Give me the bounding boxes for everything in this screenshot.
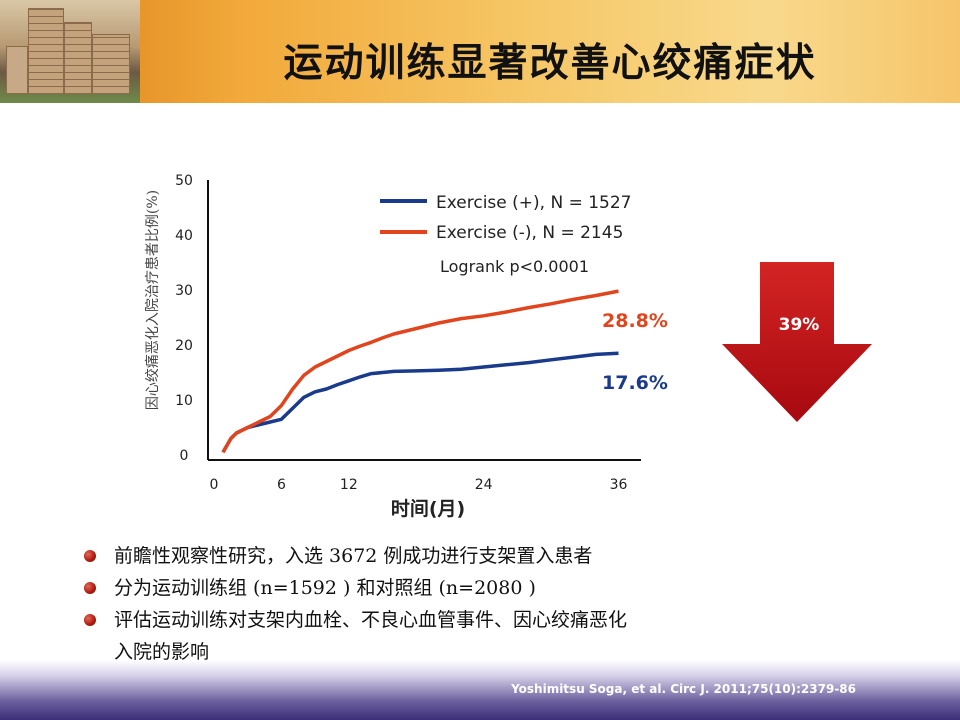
series-line-exercise-minus xyxy=(221,289,619,454)
chart-svg: 因心绞痛恶化入院治疗患者比例(%) 时间(月) 0 10 20 30 40 50 0 6 12… xyxy=(144,173,668,520)
y-tick-label: 0 xyxy=(180,448,189,464)
reduction-percent: 39% xyxy=(779,315,820,335)
citation: Yoshimitsu Soga, et al. Circ J. 2011;75(… xyxy=(511,682,856,696)
y-tick-label: 50 xyxy=(175,173,193,189)
x-tick-label: 24 xyxy=(475,477,493,493)
legend-label-exercise-minus: Exercise (-), N = 2145 xyxy=(436,223,623,243)
bullet-text: 入院的影响 xyxy=(114,641,210,663)
line-chart: 因心绞痛恶化入院治疗患者比例(%) 时间(月) 0 10 20 30 40 50 0 6 12… xyxy=(130,160,670,530)
slide-title: 运动训练显著改善心绞痛症状 xyxy=(283,41,817,86)
bullet-icon xyxy=(84,550,96,562)
end-label-exercise-plus: 17.6% xyxy=(602,372,668,394)
bullet-item: 分为运动训练组 (n=1592 ) 和对照组 (n=2080 ) xyxy=(84,572,844,604)
y-axis-label: 因心绞痛恶化入院治疗患者比例(%) xyxy=(144,190,161,410)
y-tick-label: 10 xyxy=(175,393,193,409)
bullet-text: 评估运动训练对支架内血栓、不良心血管事件、因心绞痛恶化 xyxy=(114,609,628,631)
y-tick-label: 30 xyxy=(175,283,193,299)
end-label-exercise-minus: 28.8% xyxy=(602,310,668,332)
hospital-building-photo xyxy=(0,0,140,103)
x-tick-label: 12 xyxy=(340,477,358,493)
bullet-list: 前瞻性观察性研究，入选 3672 例成功进行支架置入患者 分为运动训练组 (n=… xyxy=(84,540,844,668)
y-tick-label: 20 xyxy=(175,338,193,354)
bullet-item: 评估运动训练对支架内血栓、不良心血管事件、因心绞痛恶化 xyxy=(84,604,844,636)
header-banner: 运动训练显著改善心绞痛症状 xyxy=(0,0,960,103)
bullet-item: 前瞻性观察性研究，入选 3672 例成功进行支架置入患者 xyxy=(84,540,844,572)
x-tick-label: 36 xyxy=(610,477,628,493)
bullet-text: 前瞻性观察性研究，入选 3672 例成功进行支架置入患者 xyxy=(114,545,593,567)
x-tick-label: 6 xyxy=(277,477,286,493)
x-axis-label: 时间(月) xyxy=(391,498,465,520)
y-tick-label: 40 xyxy=(175,228,193,244)
bullet-icon xyxy=(84,582,96,594)
reduction-arrow: 39% xyxy=(722,262,872,422)
bullet-text: 分为运动训练组 (n=1592 ) 和对照组 (n=2080 ) xyxy=(114,577,536,599)
bullet-icon xyxy=(84,614,96,626)
footer-band xyxy=(0,660,960,720)
down-arrow-icon: 39% xyxy=(722,262,872,422)
logrank-annotation: Logrank p<0.0001 xyxy=(440,257,589,276)
x-tick-label: 0 xyxy=(210,477,219,493)
bullet-item-continuation: 入院的影响 xyxy=(84,636,844,668)
legend-label-exercise-plus: Exercise (+), N = 1527 xyxy=(436,193,632,213)
series-line-exercise-plus xyxy=(221,351,619,454)
